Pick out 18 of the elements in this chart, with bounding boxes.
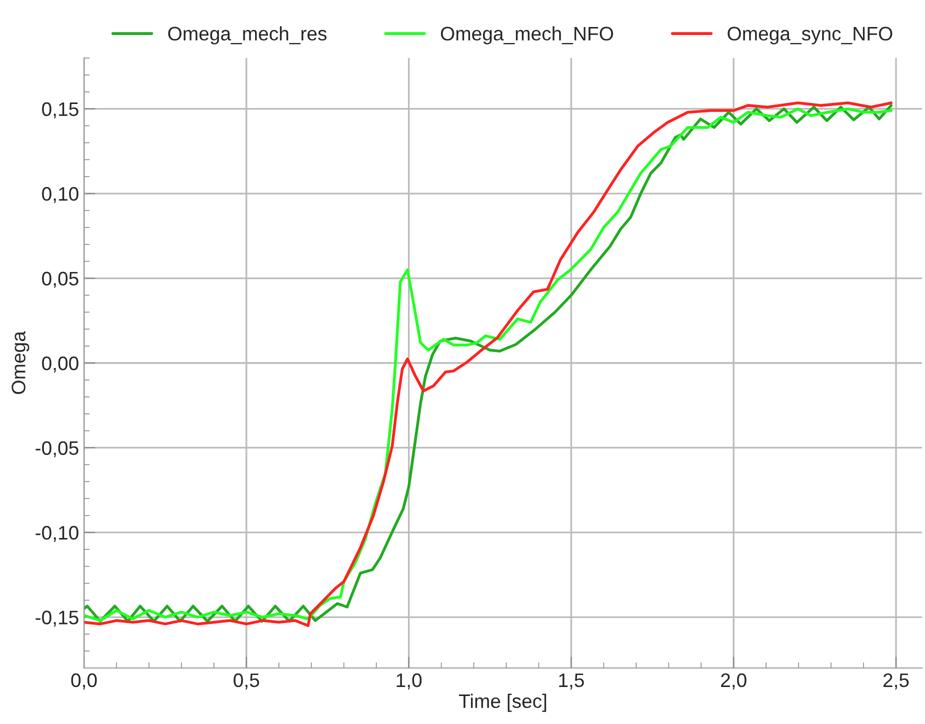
- x-axis-title: Time [sec]: [458, 694, 546, 712]
- y-tick-label: -0,15: [36, 610, 78, 627]
- legend-label: Omega_sync_NFO: [728, 26, 892, 44]
- y-axis-title: Omega: [12, 331, 30, 394]
- legend-label: Omega_mech_NFO: [440, 26, 614, 44]
- x-tick-label: 2,0: [721, 673, 746, 690]
- x-tick-label: 0,0: [71, 673, 97, 690]
- y-tick-label: 0,10: [42, 187, 78, 204]
- y-tick-label: -0,10: [36, 526, 78, 542]
- x-tick-label: 1,5: [559, 674, 584, 690]
- y-tick-label: 0,15: [42, 102, 78, 118]
- legend-label: Omega_mech_res: [168, 26, 327, 44]
- x-tick-label: 1,0: [396, 673, 422, 690]
- y-tick-label: 0,00: [42, 356, 78, 373]
- x-tick-label: 0,5: [234, 673, 260, 690]
- x-tick-label: 2,5: [883, 673, 909, 690]
- y-tick-label: 0,05: [42, 272, 78, 288]
- y-tick-label: -0,05: [36, 441, 78, 458]
